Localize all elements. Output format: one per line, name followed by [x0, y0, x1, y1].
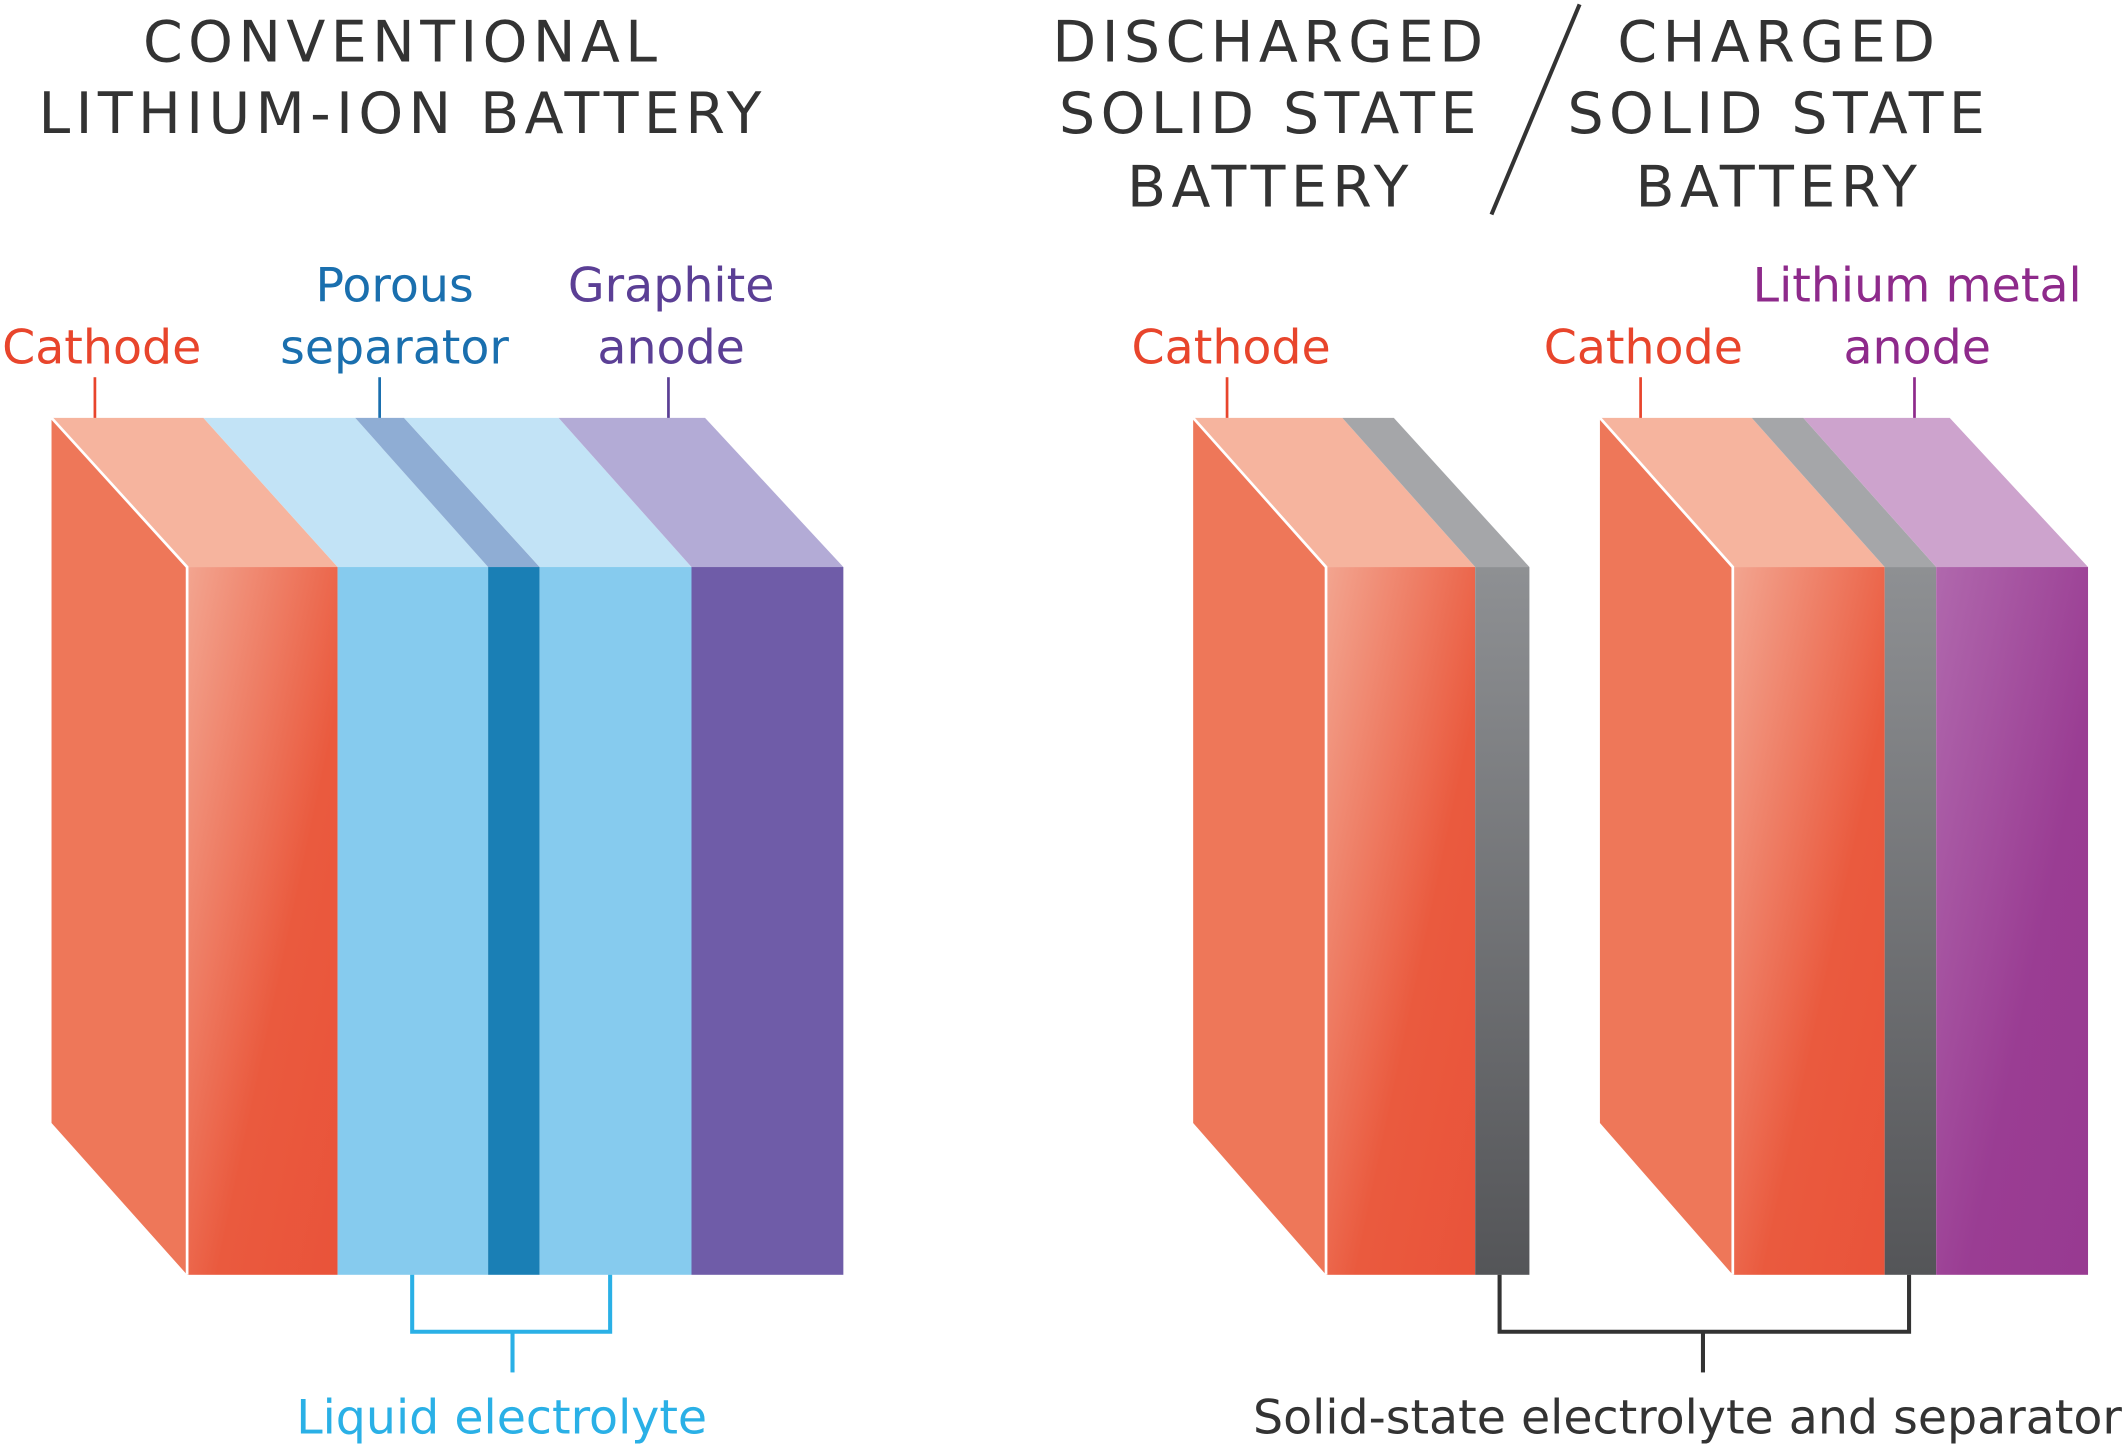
separator-front	[488, 567, 540, 1275]
separator-top	[355, 417, 540, 568]
electrolyte-top	[404, 417, 692, 568]
liquid-electrolyte-label: Liquid electrolyte	[296, 1390, 707, 1445]
electrolyte-top	[203, 417, 489, 568]
solid-electrolyte-bracket	[1497, 1274, 1912, 1334]
electrolyte-front	[1884, 567, 1937, 1275]
electrolyte-front	[539, 567, 692, 1275]
title-line: SOLID STATE	[1567, 81, 1990, 147]
electrolyte-top	[1342, 417, 1530, 568]
title-line: CHARGED	[1617, 9, 1940, 75]
edge-highlight	[1598, 416, 1735, 1275]
discharged-title: DISCHARGED SOLID STATE BATTERY	[1052, 9, 1488, 220]
cathode-top	[1599, 417, 1885, 568]
graphite-anode-label: anode	[597, 321, 744, 376]
electrolyte-top	[1751, 417, 1937, 568]
discharged-solid-state-battery	[1192, 416, 1530, 1275]
charged-solid-state-battery	[1598, 416, 2089, 1275]
lithium-anode-label: anode	[1843, 321, 1990, 376]
electrolyte-front	[1475, 567, 1530, 1275]
title-line: DISCHARGED	[1052, 9, 1488, 75]
graphite-anode-label: Graphite	[568, 258, 774, 313]
lithium-anode-label: Lithium metal	[1753, 258, 2082, 313]
separator-label: Porous	[315, 258, 473, 313]
anode-front	[691, 567, 844, 1275]
cathode-top	[1193, 417, 1476, 568]
cathode-front	[1326, 567, 1476, 1275]
cathode-label: Cathode	[2, 321, 201, 376]
title-line: BATTERY	[1127, 154, 1414, 220]
title-line: LITHIUM-ION BATTERY	[38, 81, 766, 147]
liquid-electrolyte-bracket	[410, 1274, 613, 1334]
cathode-side	[1193, 417, 1327, 1275]
title-line: CONVENTIONAL	[143, 9, 662, 75]
lithium-anode-front	[1936, 567, 2089, 1275]
edge-highlight	[50, 416, 189, 1275]
cathode-label: Cathode	[1544, 321, 1743, 376]
cathode-side	[51, 417, 188, 1275]
charged-title: CHARGED SOLID STATE BATTERY	[1567, 9, 1990, 220]
anode-top	[558, 417, 844, 568]
cathode-top	[51, 417, 338, 568]
title-line: BATTERY	[1635, 154, 1922, 220]
cathode-side	[1599, 417, 1733, 1275]
edge-highlight	[1192, 416, 1328, 1275]
cathode-front	[187, 567, 338, 1275]
conventional-battery	[50, 416, 844, 1275]
cathode-label: Cathode	[1132, 321, 1331, 376]
title-line: SOLID STATE	[1059, 81, 1482, 147]
electrolyte-front	[337, 567, 489, 1275]
cathode-front	[1732, 567, 1885, 1275]
solid-electrolyte-label: Solid-state electrolyte and separator	[1253, 1390, 2122, 1445]
conventional-title: CONVENTIONAL LITHIUM-ION BATTERY	[38, 9, 766, 147]
anode-top	[1803, 417, 2089, 568]
slash-divider	[1489, 3, 1582, 216]
separator-label: separator	[280, 321, 509, 376]
